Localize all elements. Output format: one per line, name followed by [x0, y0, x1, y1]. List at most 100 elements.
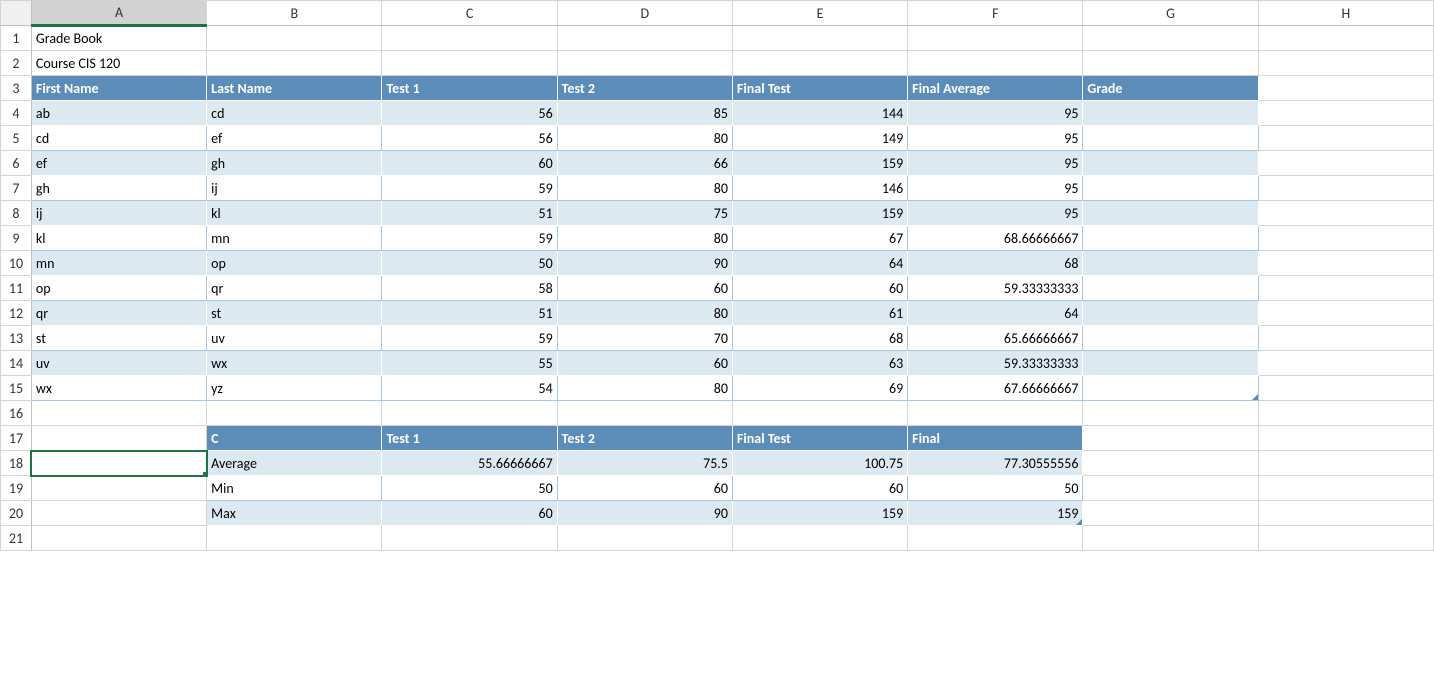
student-final-test[interactable]: 61 — [732, 301, 907, 326]
student-first-name[interactable]: st — [31, 326, 206, 351]
stats-min-t2[interactable]: 60 — [557, 476, 732, 501]
cell[interactable] — [1258, 501, 1433, 526]
cell[interactable] — [1258, 351, 1433, 376]
student-final-avg[interactable]: 59.33333333 — [908, 351, 1083, 376]
cell[interactable] — [557, 526, 732, 551]
cell[interactable] — [207, 401, 382, 426]
student-first-name[interactable]: wx — [31, 376, 206, 401]
cell[interactable] — [1083, 476, 1258, 501]
student-final-test[interactable]: 144 — [732, 101, 907, 126]
row-header-14[interactable]: 14 — [1, 351, 32, 376]
student-final-test[interactable]: 64 — [732, 251, 907, 276]
student-test2[interactable]: 70 — [557, 326, 732, 351]
student-final-test[interactable]: 68 — [732, 326, 907, 351]
cell[interactable] — [1258, 126, 1433, 151]
cell[interactable] — [908, 526, 1083, 551]
student-grade[interactable] — [1083, 151, 1258, 176]
stats-label-avg[interactable]: Average — [207, 451, 382, 476]
cell[interactable] — [1083, 526, 1258, 551]
stats-header-t1[interactable]: Test 1 — [382, 426, 557, 451]
student-grade[interactable] — [1083, 276, 1258, 301]
student-final-avg[interactable]: 95 — [908, 201, 1083, 226]
stats-avg-t1[interactable]: 55.66666667 — [382, 451, 557, 476]
row-header-10[interactable]: 10 — [1, 251, 32, 276]
student-test1[interactable]: 55 — [382, 351, 557, 376]
student-test2[interactable]: 80 — [557, 226, 732, 251]
student-final-avg[interactable]: 68 — [908, 251, 1083, 276]
cell[interactable] — [382, 26, 557, 51]
student-test2[interactable]: 60 — [557, 276, 732, 301]
row-header-20[interactable]: 20 — [1, 501, 32, 526]
cell[interactable] — [1083, 51, 1258, 76]
stats-header-ft[interactable]: Final Test — [732, 426, 907, 451]
stats-max-final[interactable]: 159 — [908, 501, 1083, 526]
row-header-13[interactable]: 13 — [1, 326, 32, 351]
student-final-test[interactable]: 69 — [732, 376, 907, 401]
cell[interactable] — [31, 401, 206, 426]
student-test2[interactable]: 80 — [557, 376, 732, 401]
col-header-c[interactable]: C — [382, 1, 557, 26]
student-last-name[interactable]: yz — [207, 376, 382, 401]
cell[interactable] — [207, 526, 382, 551]
student-test1[interactable]: 59 — [382, 326, 557, 351]
cell[interactable] — [557, 51, 732, 76]
cell[interactable] — [1258, 376, 1433, 401]
cell[interactable] — [31, 476, 206, 501]
student-test1[interactable]: 60 — [382, 151, 557, 176]
student-test2[interactable]: 90 — [557, 251, 732, 276]
row-header-6[interactable]: 6 — [1, 151, 32, 176]
student-test2[interactable]: 60 — [557, 351, 732, 376]
row-header-19[interactable]: 19 — [1, 476, 32, 501]
row-header-5[interactable]: 5 — [1, 126, 32, 151]
cell[interactable] — [732, 26, 907, 51]
row-header-4[interactable]: 4 — [1, 101, 32, 126]
student-grade[interactable] — [1083, 101, 1258, 126]
cell[interactable] — [1258, 476, 1433, 501]
row-header-16[interactable]: 16 — [1, 401, 32, 426]
student-grade[interactable] — [1083, 301, 1258, 326]
stats-min-t1[interactable]: 50 — [382, 476, 557, 501]
student-final-test[interactable]: 63 — [732, 351, 907, 376]
col-header-a[interactable]: A — [31, 1, 206, 26]
cell[interactable] — [1258, 26, 1433, 51]
student-test1[interactable]: 59 — [382, 226, 557, 251]
student-first-name[interactable]: cd — [31, 126, 206, 151]
row-header-1[interactable]: 1 — [1, 26, 32, 51]
col-header-g[interactable]: G — [1083, 1, 1258, 26]
stats-avg-ft[interactable]: 100.75 — [732, 451, 907, 476]
student-test2[interactable]: 85 — [557, 101, 732, 126]
cell[interactable] — [732, 526, 907, 551]
student-final-avg[interactable]: 68.66666667 — [908, 226, 1083, 251]
cell[interactable] — [1083, 451, 1258, 476]
cell[interactable] — [1083, 401, 1258, 426]
cell-a1[interactable]: Grade Book — [31, 26, 206, 51]
student-test2[interactable]: 80 — [557, 176, 732, 201]
cell[interactable] — [1083, 26, 1258, 51]
cell[interactable] — [1083, 501, 1258, 526]
row-header-9[interactable]: 9 — [1, 226, 32, 251]
stats-label-min[interactable]: Min — [207, 476, 382, 501]
student-last-name[interactable]: mn — [207, 226, 382, 251]
student-first-name[interactable]: ab — [31, 101, 206, 126]
row-header-7[interactable]: 7 — [1, 176, 32, 201]
student-last-name[interactable]: kl — [207, 201, 382, 226]
cell[interactable] — [1258, 251, 1433, 276]
student-test1[interactable]: 56 — [382, 101, 557, 126]
cell[interactable] — [1258, 201, 1433, 226]
cell[interactable] — [31, 501, 206, 526]
header-grade[interactable]: Grade — [1083, 76, 1258, 101]
student-last-name[interactable]: gh — [207, 151, 382, 176]
cell[interactable] — [31, 526, 206, 551]
student-test1[interactable]: 56 — [382, 126, 557, 151]
student-first-name[interactable]: qr — [31, 301, 206, 326]
student-test2[interactable]: 66 — [557, 151, 732, 176]
student-final-test[interactable]: 146 — [732, 176, 907, 201]
stats-avg-t2[interactable]: 75.5 — [557, 451, 732, 476]
stats-header-t2[interactable]: Test 2 — [557, 426, 732, 451]
student-test1[interactable]: 54 — [382, 376, 557, 401]
header-final-test[interactable]: Final Test — [732, 76, 907, 101]
cell[interactable] — [1258, 276, 1433, 301]
student-first-name[interactable]: ij — [31, 201, 206, 226]
student-last-name[interactable]: ef — [207, 126, 382, 151]
cell[interactable] — [908, 26, 1083, 51]
